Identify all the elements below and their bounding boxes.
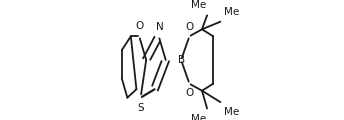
Text: Me: Me	[224, 107, 239, 117]
Text: B: B	[178, 55, 185, 65]
Text: N: N	[155, 22, 163, 32]
Text: O: O	[185, 88, 194, 98]
Text: Me: Me	[191, 114, 206, 120]
Text: O: O	[135, 21, 143, 31]
Text: O: O	[185, 22, 194, 32]
Text: Me: Me	[224, 7, 239, 17]
Text: S: S	[137, 103, 144, 113]
Text: Me: Me	[191, 0, 206, 10]
